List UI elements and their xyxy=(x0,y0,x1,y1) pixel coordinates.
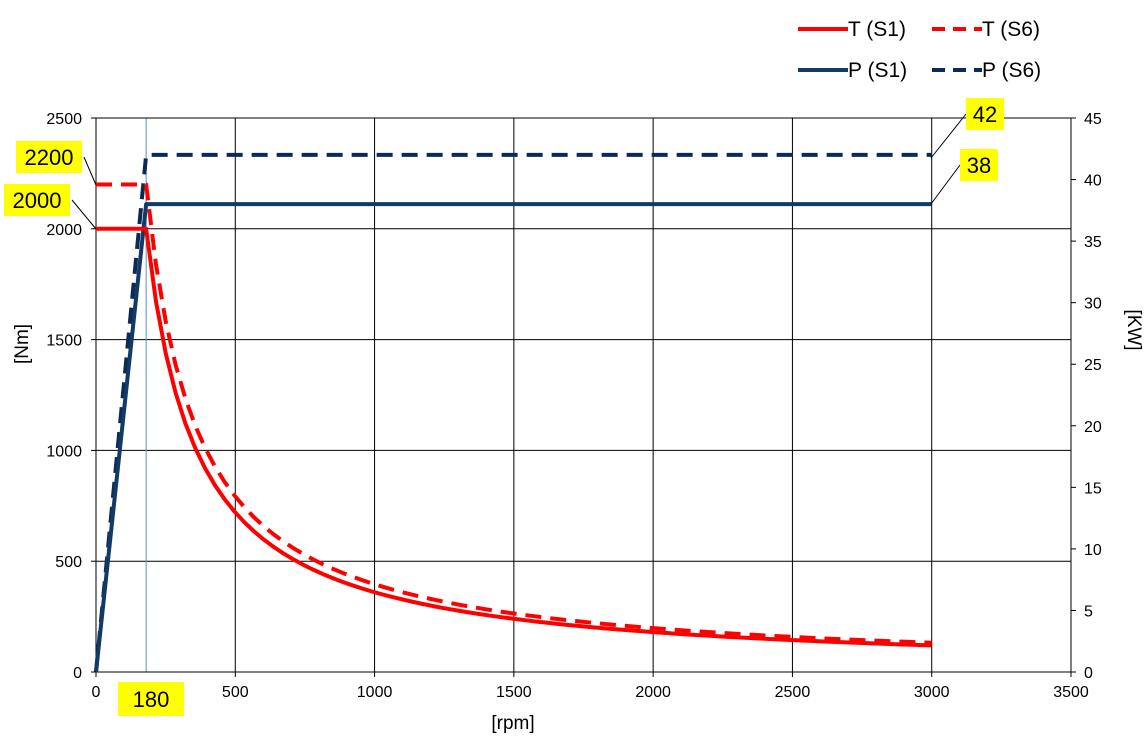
y-right-tick-label: 25 xyxy=(1084,357,1102,374)
callout-2000: 2000 xyxy=(13,188,62,213)
x-tick-label: 2000 xyxy=(635,684,671,701)
x-tick-label: 0 xyxy=(92,684,101,701)
y-right-tick-label: 10 xyxy=(1084,542,1102,559)
y-left-tick-label: 0 xyxy=(73,665,82,682)
callouts: 2200 2000 42 38 180 xyxy=(4,98,1004,716)
y-right-tick-label: 35 xyxy=(1084,234,1102,251)
legend-label-t-s6: T (S6) xyxy=(982,18,1040,41)
y-right-tick-label: 15 xyxy=(1084,480,1102,497)
x-tick-label: 3500 xyxy=(1053,684,1089,701)
y-left-tick-label: 1500 xyxy=(46,333,82,350)
leader-2200 xyxy=(83,156,97,186)
legend: T (S1) T (S6) P (S1) P (S6) xyxy=(798,18,1041,82)
x-tick-label: 3000 xyxy=(914,684,950,701)
y-right-tick-label: 0 xyxy=(1084,665,1093,682)
x-tick-label: 500 xyxy=(222,684,249,701)
tick-labels: 0 500 1000 1500 2000 2500 3000 3500 0 500 1000 1500… xyxy=(46,111,1101,701)
series-lines xyxy=(94,152,932,673)
callout-box-2200 xyxy=(16,141,82,173)
callout-38: 38 xyxy=(967,153,991,178)
series-line-t-s6 xyxy=(96,182,932,645)
leader-38 xyxy=(930,164,961,205)
legend-label-t-s1: T (S1) xyxy=(848,18,906,41)
callout-42: 42 xyxy=(973,102,997,127)
callout-2200: 2200 xyxy=(25,145,74,170)
y-right-tick-label: 40 xyxy=(1084,173,1102,190)
x-tick-label: 1500 xyxy=(496,684,532,701)
legend-label-p-s1: P (S1) xyxy=(848,59,907,82)
leader-42 xyxy=(930,113,967,159)
callout-box-180 xyxy=(118,682,184,716)
plot-border xyxy=(95,117,1072,673)
series-line-p-s1 xyxy=(94,202,932,673)
callout-box-42 xyxy=(966,98,1004,130)
legend-label-p-s6: P (S6) xyxy=(982,59,1041,82)
y-right-tick-label: 5 xyxy=(1084,603,1093,620)
x-tick-label: 1000 xyxy=(357,684,393,701)
y-left-tick-label: 500 xyxy=(55,554,82,571)
series-line-t-s1 xyxy=(96,226,932,648)
plot-area xyxy=(96,118,1071,672)
callout-180: 180 xyxy=(133,687,170,712)
y-axis-left-label: [Nm] xyxy=(12,324,33,364)
y-left-tick-label: 1000 xyxy=(46,443,82,460)
y-right-tick-label: 45 xyxy=(1084,111,1102,128)
callout-box-2000 xyxy=(4,184,70,216)
callout-box-38 xyxy=(960,149,998,181)
y-right-tick-label: 30 xyxy=(1084,296,1102,313)
x-tick-label: 2500 xyxy=(775,684,811,701)
y-left-tick-label: 2500 xyxy=(46,111,82,128)
y-left-tick-label: 2000 xyxy=(46,222,82,239)
x-axis-label: [rpm] xyxy=(491,713,534,734)
leader-2000 xyxy=(71,199,97,230)
y-axis-right-label: [KW] xyxy=(1123,309,1144,350)
y-right-tick-label: 20 xyxy=(1084,419,1102,436)
